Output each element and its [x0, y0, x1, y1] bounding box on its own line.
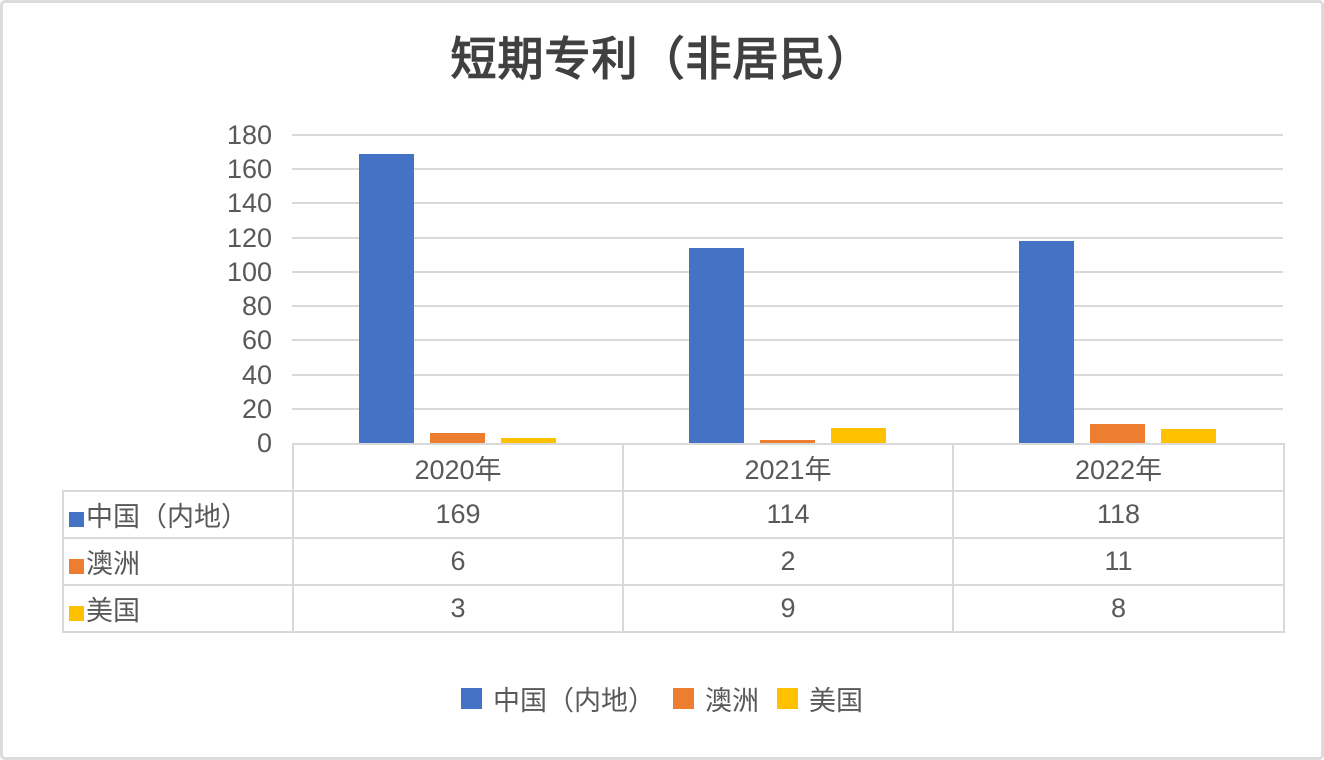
gridline-160 [292, 168, 1283, 171]
table-value-australia-2022: 11 [952, 537, 1285, 586]
bar-china-mainland-2021 [689, 247, 744, 443]
table-row-label-china-mainland: 中国（内地） [62, 490, 294, 539]
table-value-usa-2021: 9 [622, 584, 954, 633]
bar-china-mainland-2022 [1019, 241, 1075, 443]
y-axis-tick-20: 20 [241, 393, 272, 424]
gridline-60 [292, 339, 1283, 342]
y-axis-tick-60: 60 [241, 325, 272, 356]
y-axis-tick-0: 0 [256, 428, 272, 458]
bar-usa-2020 [500, 437, 556, 443]
legend-swatch-icon-usa [777, 687, 798, 709]
series-key-icon-usa [69, 606, 84, 621]
gridline-20 [292, 407, 1283, 410]
legend-label-australia: 澳洲 [705, 685, 759, 716]
legend-item-china-mainland: 中国（内地） [461, 679, 655, 718]
gridline-120 [292, 236, 1283, 239]
gridline-180 [292, 134, 1283, 136]
bar-australia-2021 [760, 439, 815, 443]
series-name-australia: 澳洲 [86, 549, 140, 579]
table-corner-empty [63, 444, 293, 491]
table-header-2020: 2020年 [292, 443, 624, 492]
table-value-usa-2022: 8 [952, 584, 1285, 633]
legend: 中国（内地） 澳洲 美国 [0, 676, 1324, 720]
table-value-usa-2020: 3 [292, 584, 624, 633]
table-value-china-mainland-2022: 118 [952, 490, 1285, 539]
legend-label-china-mainland: 中国（内地） [493, 685, 655, 716]
gridline-100 [292, 270, 1283, 273]
table-value-australia-2020: 6 [292, 537, 624, 586]
gridline-140 [292, 202, 1283, 205]
table-row-label-australia: 澳洲 [62, 537, 294, 586]
y-axis-tick-100: 100 [226, 256, 272, 287]
legend-swatch-icon-china-mainland [461, 687, 482, 709]
table-row-china-mainland: 中国（内地） 169 114 118 [62, 490, 1285, 539]
bar-usa-2021 [831, 427, 886, 443]
legend-item-usa: 美国 [777, 679, 863, 718]
table-value-australia-2021: 2 [622, 537, 954, 586]
series-key-icon-australia [69, 559, 84, 574]
bar-australia-2022 [1090, 424, 1146, 443]
table-header-2021: 2021年 [622, 443, 954, 492]
table-value-china-mainland-2020: 169 [292, 490, 624, 539]
data-table: 2020年 2021年 2022年中国（内地） 169 114 118 澳洲 6 2 11 美国 3 9… [62, 443, 1285, 633]
y-axis-tick-120: 120 [226, 222, 272, 253]
y-axis-tick-40: 40 [241, 359, 272, 390]
table-row-usa: 美国 3 9 8 [62, 584, 1285, 633]
y-axis-tick-140: 140 [226, 188, 272, 219]
y-axis-tick-80: 80 [241, 291, 272, 322]
table-row-label-usa: 美国 [62, 584, 294, 633]
table-header-row: 2020年 2021年 2022年 [63, 443, 1285, 492]
table-value-china-mainland-2021: 114 [622, 490, 954, 539]
series-name-usa: 美国 [86, 596, 140, 626]
gridline-80 [292, 305, 1283, 308]
table-header-2022: 2022年 [952, 443, 1285, 492]
table-row-australia: 澳洲 6 2 11 [62, 537, 1285, 586]
bar-usa-2022 [1161, 429, 1217, 443]
legend-swatch-icon-australia [673, 687, 694, 709]
legend-item-australia: 澳洲 [673, 679, 759, 718]
bar-china-mainland-2020 [358, 153, 414, 443]
legend-label-usa: 美国 [809, 685, 863, 716]
y-axis-tick-160: 160 [226, 154, 272, 185]
chart-title: 短期专利（非居民） [450, 34, 874, 85]
gridline-40 [292, 373, 1283, 376]
series-name-china-mainland: 中国（内地） [86, 502, 248, 532]
y-axis-tick-180: 180 [226, 120, 272, 150]
bar-australia-2020 [429, 432, 485, 443]
series-key-icon-china-mainland [69, 512, 84, 527]
